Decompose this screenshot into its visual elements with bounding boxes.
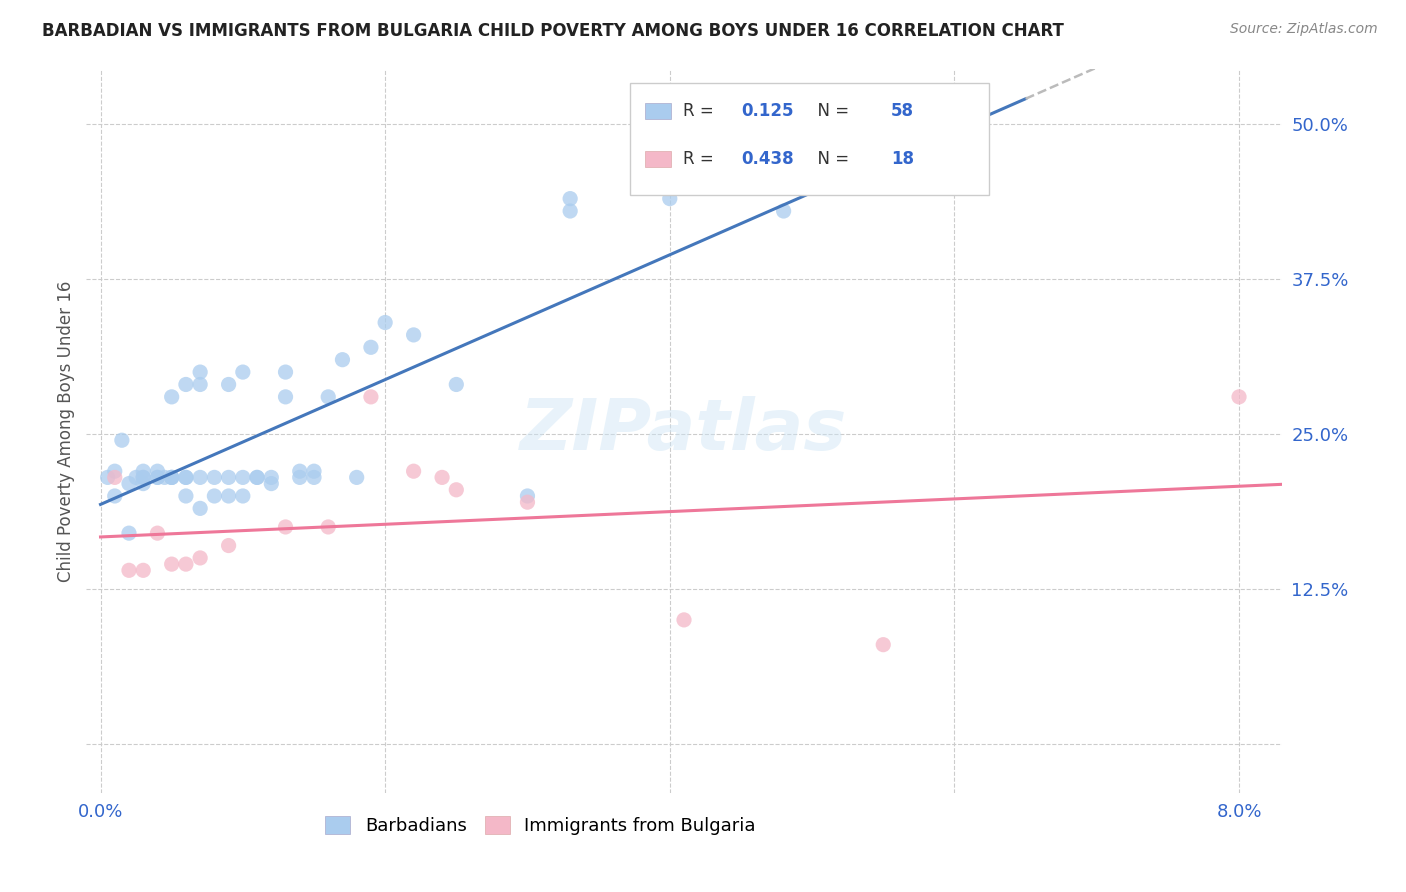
Point bbox=[188, 365, 211, 379]
Point bbox=[274, 390, 297, 404]
FancyBboxPatch shape bbox=[644, 103, 671, 119]
Point bbox=[316, 390, 339, 404]
Point bbox=[97, 470, 120, 484]
Point bbox=[658, 192, 681, 206]
Point bbox=[830, 167, 852, 181]
Point bbox=[174, 470, 197, 484]
Point bbox=[146, 470, 169, 484]
Point bbox=[118, 563, 141, 577]
Point bbox=[174, 557, 197, 571]
Point bbox=[374, 316, 396, 330]
Point bbox=[346, 470, 368, 484]
Point bbox=[402, 327, 425, 342]
Point bbox=[246, 470, 269, 484]
Point bbox=[232, 489, 254, 503]
Point bbox=[302, 464, 325, 478]
Point bbox=[188, 470, 211, 484]
Text: 18: 18 bbox=[891, 150, 914, 168]
Point bbox=[104, 470, 127, 484]
Point bbox=[360, 390, 382, 404]
Point bbox=[560, 204, 582, 219]
Point bbox=[516, 489, 538, 503]
Point bbox=[1227, 390, 1250, 404]
Point bbox=[430, 470, 453, 484]
Point bbox=[174, 489, 197, 503]
Point bbox=[360, 340, 382, 354]
Text: N =: N = bbox=[807, 150, 855, 168]
Point bbox=[132, 464, 155, 478]
Point bbox=[218, 489, 240, 503]
Point bbox=[232, 365, 254, 379]
Point bbox=[232, 470, 254, 484]
Text: R =: R = bbox=[683, 150, 718, 168]
Point bbox=[188, 501, 211, 516]
Point bbox=[260, 476, 283, 491]
Point bbox=[218, 539, 240, 553]
Point bbox=[772, 204, 794, 219]
Text: ZIPatlas: ZIPatlas bbox=[520, 396, 848, 466]
Point bbox=[288, 470, 311, 484]
Point bbox=[446, 377, 468, 392]
Point bbox=[153, 470, 176, 484]
Point bbox=[188, 550, 211, 565]
Point bbox=[111, 434, 134, 448]
Point bbox=[132, 476, 155, 491]
Point bbox=[160, 470, 183, 484]
Point bbox=[104, 464, 127, 478]
Point bbox=[118, 476, 141, 491]
Point bbox=[132, 470, 155, 484]
Point bbox=[132, 563, 155, 577]
Point bbox=[218, 470, 240, 484]
Point bbox=[146, 470, 169, 484]
Point bbox=[160, 390, 183, 404]
Point bbox=[332, 352, 354, 367]
Point bbox=[872, 638, 894, 652]
Point bbox=[104, 489, 127, 503]
Point bbox=[160, 470, 183, 484]
FancyBboxPatch shape bbox=[630, 83, 988, 195]
Point bbox=[302, 470, 325, 484]
Point bbox=[160, 557, 183, 571]
Point bbox=[174, 377, 197, 392]
Point bbox=[672, 613, 695, 627]
Point bbox=[160, 470, 183, 484]
Point bbox=[316, 520, 339, 534]
Point bbox=[146, 464, 169, 478]
Point bbox=[274, 520, 297, 534]
Text: 0.125: 0.125 bbox=[741, 102, 794, 120]
Point bbox=[516, 495, 538, 509]
Text: 58: 58 bbox=[891, 102, 914, 120]
Point bbox=[174, 470, 197, 484]
Point bbox=[260, 470, 283, 484]
FancyBboxPatch shape bbox=[644, 151, 671, 167]
Point bbox=[188, 377, 211, 392]
Legend: Barbadians, Immigrants from Bulgaria: Barbadians, Immigrants from Bulgaria bbox=[325, 815, 756, 835]
Y-axis label: Child Poverty Among Boys Under 16: Child Poverty Among Boys Under 16 bbox=[58, 280, 75, 582]
Text: Source: ZipAtlas.com: Source: ZipAtlas.com bbox=[1230, 22, 1378, 37]
Text: 0.438: 0.438 bbox=[741, 150, 794, 168]
Point bbox=[202, 470, 225, 484]
Point bbox=[202, 489, 225, 503]
Text: N =: N = bbox=[807, 102, 855, 120]
Point bbox=[246, 470, 269, 484]
Text: BARBADIAN VS IMMIGRANTS FROM BULGARIA CHILD POVERTY AMONG BOYS UNDER 16 CORRELAT: BARBADIAN VS IMMIGRANTS FROM BULGARIA CH… bbox=[42, 22, 1064, 40]
Text: R =: R = bbox=[683, 102, 718, 120]
Point bbox=[218, 377, 240, 392]
Point bbox=[274, 365, 297, 379]
Point bbox=[118, 526, 141, 541]
Point bbox=[125, 470, 148, 484]
Point bbox=[560, 192, 582, 206]
Point bbox=[132, 470, 155, 484]
Point bbox=[288, 464, 311, 478]
Point bbox=[146, 526, 169, 541]
Point bbox=[446, 483, 468, 497]
Point bbox=[402, 464, 425, 478]
